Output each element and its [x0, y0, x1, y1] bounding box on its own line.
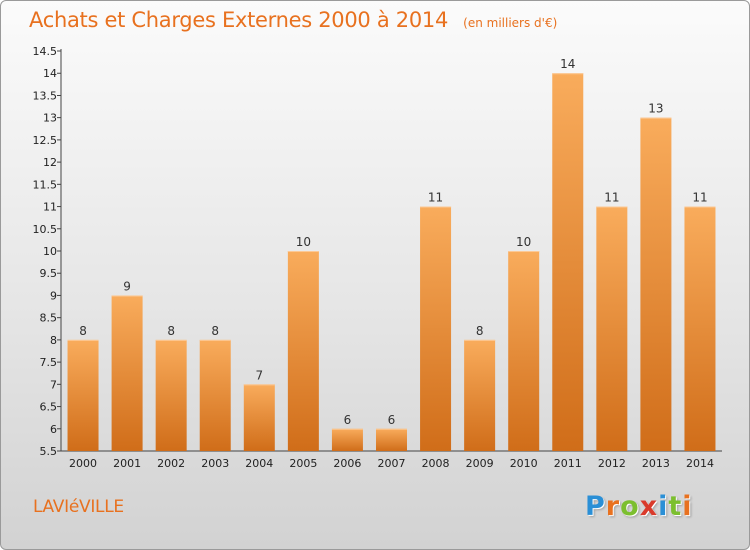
bar-2014	[684, 206, 716, 451]
y-tick-label: 11	[43, 201, 57, 214]
place-name: LAVIéVILLE	[33, 497, 124, 517]
logo-letter: P	[585, 491, 606, 522]
bar-2011	[552, 73, 584, 451]
bar-2010	[508, 251, 540, 451]
y-tick-label: 7.5	[40, 356, 58, 369]
x-tick-label-2004: 2004	[245, 457, 273, 470]
x-tick-label-2006: 2006	[333, 457, 361, 470]
logo-letter: t	[668, 491, 683, 522]
value-label-2005: 10	[296, 235, 311, 249]
y-tick-label: 13	[43, 112, 57, 125]
y-tick-label: 10.5	[33, 223, 58, 236]
y-tick-label: 5.5	[40, 445, 58, 458]
bar-2008	[420, 206, 452, 451]
y-tick-label: 6	[50, 423, 57, 436]
bar-2013	[640, 117, 672, 452]
value-label-2006: 6	[344, 413, 352, 427]
chart-subtitle: (en milliers d'€)	[463, 16, 558, 30]
logo-letter: i	[682, 491, 693, 522]
x-tick-label-2001: 2001	[113, 457, 141, 470]
logo-letter: r	[605, 491, 621, 522]
x-tick-label-2012: 2012	[598, 457, 626, 470]
x-tick-label-2009: 2009	[466, 457, 494, 470]
y-tick-label: 10	[43, 245, 57, 258]
x-tick-label-2002: 2002	[157, 457, 185, 470]
y-tick-label: 13.5	[33, 89, 58, 102]
chart-title: Achats et Charges Externes 2000 à 2014	[29, 8, 449, 32]
value-label-2013: 13	[648, 102, 663, 116]
y-tick-label: 9	[50, 289, 57, 302]
value-label-2002: 8	[167, 324, 175, 338]
value-label-2010: 10	[516, 235, 531, 249]
y-tick-label: 11.5	[33, 178, 58, 191]
y-tick-label: 14.5	[33, 45, 58, 58]
bar-2003	[199, 339, 231, 451]
x-tick-label-2005: 2005	[289, 457, 317, 470]
x-tick-label-2010: 2010	[510, 457, 538, 470]
y-tick-label: 8.5	[40, 312, 58, 325]
x-tick-label-2013: 2013	[642, 457, 670, 470]
value-label-2011: 14	[560, 57, 575, 71]
value-label-2000: 8	[79, 324, 87, 338]
value-label-2008: 11	[428, 191, 443, 205]
y-tick-label: 8	[50, 334, 57, 347]
bar-2012	[596, 206, 628, 451]
bar-2002	[155, 339, 187, 451]
value-label-2007: 6	[388, 413, 396, 427]
value-label-2014: 11	[692, 191, 707, 205]
value-label-2001: 9	[123, 279, 131, 293]
value-label-2012: 11	[604, 191, 619, 205]
bar-2001	[111, 295, 143, 451]
value-label-2004: 7	[255, 368, 263, 382]
x-tick-label-2008: 2008	[422, 457, 450, 470]
value-labels: 8 9 8 8 7 10 6 6 11 8 10 14 11 13 11	[79, 57, 707, 427]
x-tick-label-2011: 2011	[554, 457, 582, 470]
bar-2000	[67, 339, 99, 451]
value-label-2003: 8	[211, 324, 219, 338]
y-tick-label: 12.5	[33, 134, 58, 147]
y-tick-label: 9.5	[40, 267, 58, 280]
bar-2004	[243, 384, 275, 451]
y-tick-label: 7	[50, 378, 57, 391]
x-tick-label-2003: 2003	[201, 457, 229, 470]
y-tick-label: 12	[43, 156, 57, 169]
x-axis: 2000 2001 2002 2003 2004 2005 2006 2007 2008 2009…	[61, 450, 722, 470]
bar-2006	[331, 428, 363, 451]
bar-2005	[287, 251, 319, 451]
bar-2009	[464, 339, 496, 451]
logo-letter: o	[620, 491, 640, 522]
x-tick-label-2014: 2014	[686, 457, 714, 470]
y-tick-label: 14	[43, 67, 57, 80]
x-tick-label-2000: 2000	[69, 457, 97, 470]
logo-letter: i	[658, 491, 669, 522]
logo-letter: x	[639, 491, 659, 522]
title-row: Achats et Charges Externes 2000 à 2014 (…	[29, 8, 557, 32]
bar-2007	[376, 428, 407, 451]
y-axis: 5.5 6 6.5 7 7.5 8 8.5 9 9.5 10 10.5 11 11.5 12 12.5 13 1…	[33, 45, 62, 458]
proxiti-logo: Proxiti	[585, 491, 693, 522]
value-label-2009: 8	[476, 324, 484, 338]
y-tick-label: 6.5	[40, 401, 58, 414]
x-tick-label-2007: 2007	[378, 457, 406, 470]
bars	[67, 73, 716, 452]
